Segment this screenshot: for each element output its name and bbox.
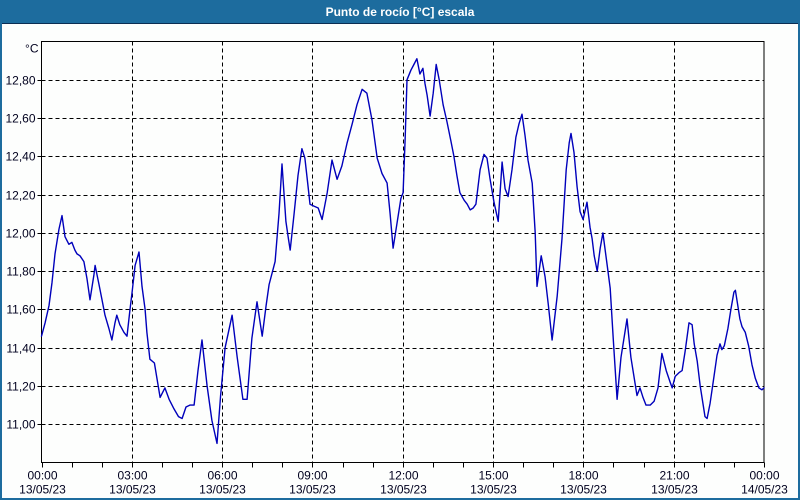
- axes: [37, 80, 765, 468]
- x-tick-time-label: 00:00: [27, 469, 57, 483]
- axis-labels: 11,00 11,20 11,40 11,60 11,80 12,00 12,20 12,40…: [5, 74, 788, 497]
- x-tick-date-label: 13/05/23: [199, 483, 246, 497]
- x-tick-date-label: 13/05/23: [109, 483, 156, 497]
- chart-title: Punto de rocío [°C] escala: [325, 5, 475, 19]
- y-tick-label: 11,20: [6, 380, 35, 394]
- y-tick-label: 11,60: [6, 303, 35, 317]
- x-tick-date-label: 13/05/23: [289, 483, 336, 497]
- dew-point-line: [40, 58, 765, 445]
- x-tick-date-label: 13/05/23: [470, 483, 517, 497]
- x-tick-time-label: 09:00: [297, 469, 327, 483]
- x-tick-time-label: 03:00: [117, 469, 147, 483]
- y-tick-label: 11,80: [6, 265, 35, 279]
- x-tick-time-label: 18:00: [568, 469, 598, 483]
- y-tick-label: 11,00: [6, 418, 35, 432]
- y-tick-label: 12,60: [5, 112, 35, 126]
- x-tick-date-label: 13/05/23: [560, 483, 607, 497]
- x-tick-date-label: 13/05/23: [19, 483, 66, 497]
- y-tick-label: 12,00: [5, 227, 35, 241]
- x-tick-time-label: 00:00: [749, 469, 779, 483]
- y-tick-label: 12,40: [5, 150, 35, 164]
- y-tick-label: 12,80: [5, 74, 35, 88]
- plot-border: [41, 41, 765, 463]
- x-tick-time-label: 21:00: [659, 469, 689, 483]
- x-tick-time-label: 12:00: [388, 469, 418, 483]
- x-tick-time-label: 06:00: [207, 469, 237, 483]
- y-tick-label: 11,40: [6, 342, 35, 356]
- x-tick-time-label: 15:00: [478, 469, 508, 483]
- x-tick-date-label: 13/05/23: [651, 483, 698, 497]
- x-tick-date-label: 14/05/23: [741, 483, 788, 497]
- x-tick-date-label: 13/05/23: [380, 483, 427, 497]
- y-tick-label: 12,20: [5, 189, 35, 203]
- gridlines: [41, 41, 764, 463]
- title-bar: Punto de rocío [°C] escala: [2, 2, 798, 24]
- y-axis-unit-label: °C: [25, 42, 39, 56]
